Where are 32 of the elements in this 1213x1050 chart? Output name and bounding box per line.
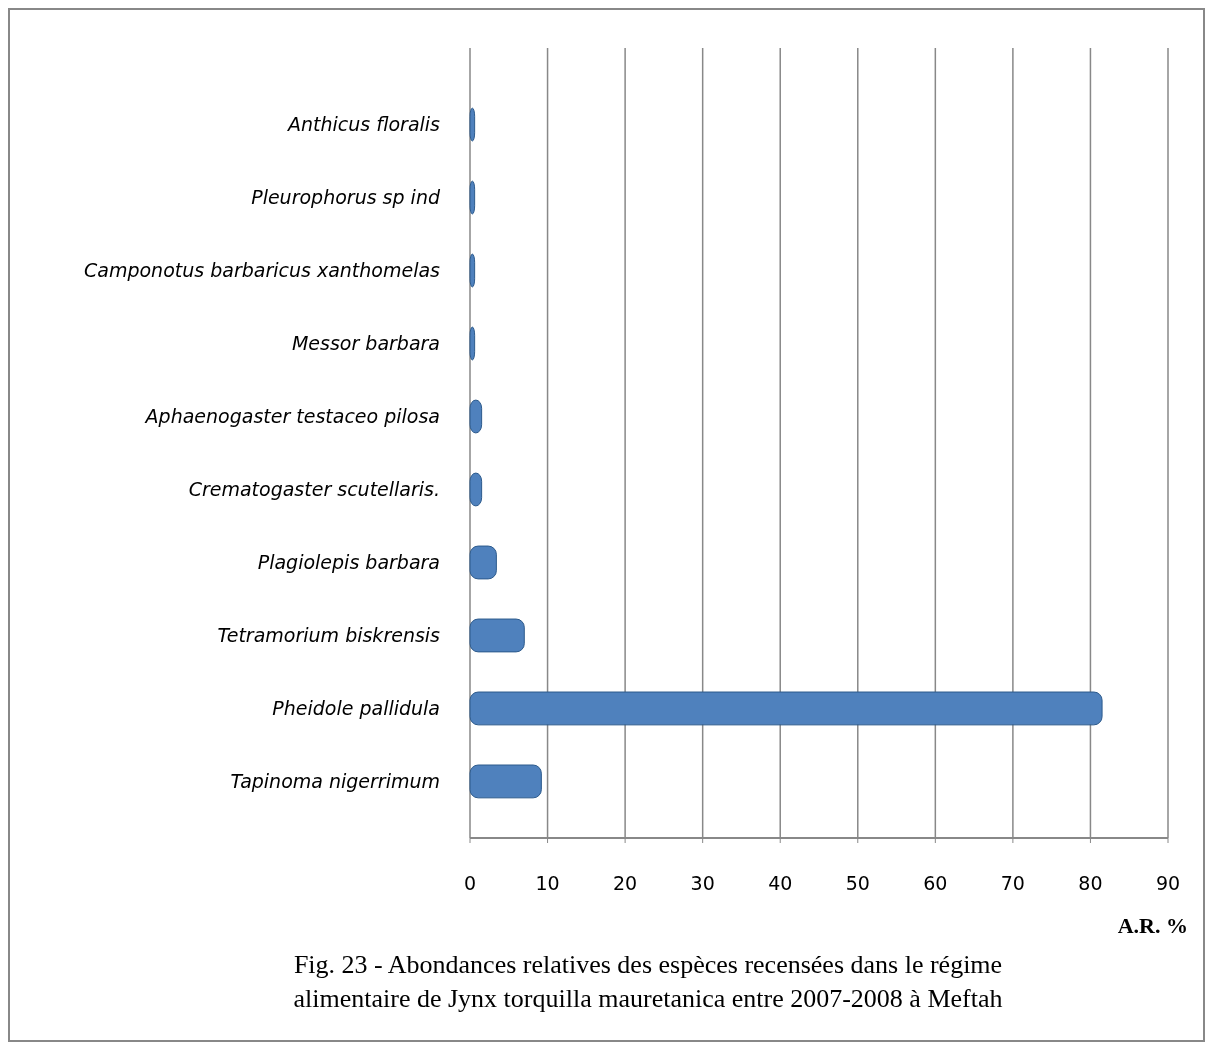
x-tick-label: 40	[768, 872, 793, 894]
x-tick-label: 80	[1078, 872, 1103, 894]
y-tick-label: Tapinoma nigerrimum	[230, 770, 440, 793]
bar	[469, 253, 476, 288]
y-tick-label: Crematogaster scutellaris.	[188, 478, 440, 501]
bar	[469, 107, 476, 142]
y-tick-label: Anthicus floralis	[285, 113, 441, 136]
x-tick-label: 50	[845, 872, 870, 894]
x-tick-label: 0	[463, 872, 477, 894]
y-tick-label: Aphaenogaster testaceo pilosa	[143, 405, 440, 428]
bar	[469, 545, 497, 580]
x-tick-label: 90	[1155, 872, 1181, 894]
bar	[469, 691, 1103, 726]
y-tick-label: Camponotus barbaricus xanthomelas	[84, 259, 441, 282]
y-tick-label: Pheidole pallidula	[272, 697, 440, 720]
x-axis-title: A.R. %	[1117, 913, 1188, 938]
text: Fig. 23 - Abondances relatives des espèces recensées dans le régime alimentaire de Jynx torquilla mauretanica entre 2007-2008 à Meftah	[293, 950, 1003, 1013]
x-tick-label: 70	[1000, 872, 1025, 894]
y-tick-label: Plagiolepis barbara	[257, 551, 440, 574]
bar	[469, 399, 483, 434]
bar	[469, 180, 476, 215]
x-tick-label: 60	[923, 872, 948, 894]
x-tick-label: 10	[535, 872, 560, 894]
y-tick-label: Tetramorium biskrensis	[217, 624, 441, 647]
x-tick-label: 30	[690, 872, 715, 894]
bar	[469, 472, 483, 507]
bar	[469, 326, 476, 361]
bar	[469, 764, 542, 799]
bar	[469, 618, 525, 653]
x-tick-label: 20	[613, 872, 638, 894]
y-tick-label: Messor barbara	[291, 332, 440, 355]
y-tick-label: Pleurophorus sp ind	[251, 186, 441, 209]
